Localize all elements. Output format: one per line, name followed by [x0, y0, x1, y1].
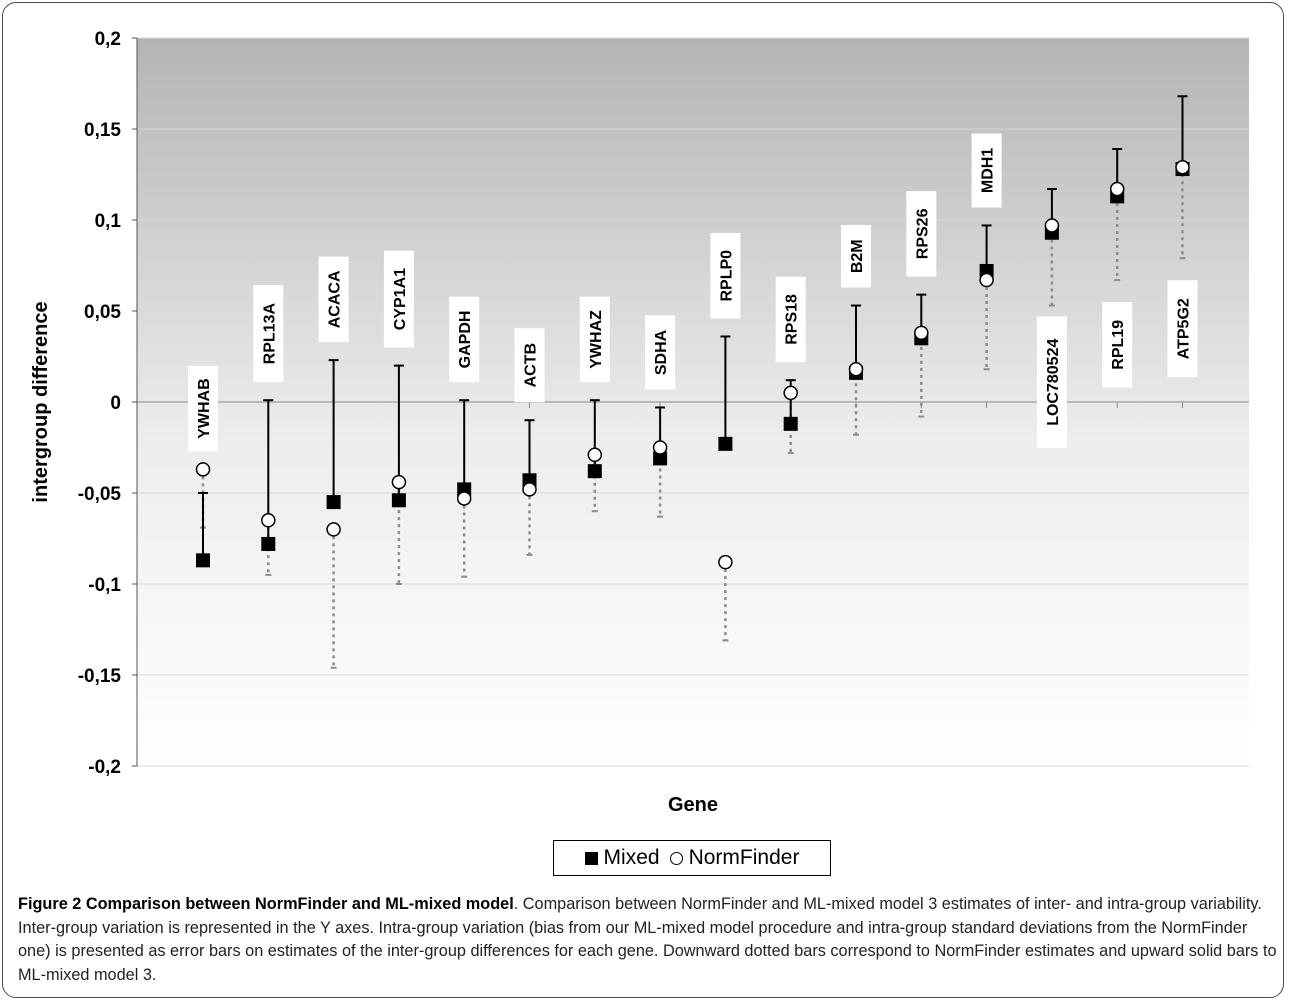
chart: -0,2 -0,15 -0,1 -0,05 0 0,05 0,1 0,15 0,2 YWHAB R… — [30, 29, 1249, 816]
y-tick-label: 0,1 — [95, 211, 122, 232]
gene-label-box — [775, 276, 806, 363]
y-tick-label: 0,05 — [84, 302, 121, 323]
gene-label-box — [188, 365, 218, 452]
normfinder-point — [326, 522, 341, 537]
gene-label: YWHAZ — [588, 310, 605, 369]
gene-label-box — [841, 225, 871, 288]
normfinder-point — [261, 513, 276, 528]
normfinder-point — [783, 385, 798, 401]
gene-label-box — [449, 296, 480, 383]
gene-label-box — [579, 296, 610, 383]
normfinder-point — [456, 491, 472, 506]
caption-text: . Comparison between NormFinder and ML-m… — [18, 895, 1277, 984]
mixed-point — [718, 436, 733, 451]
normfinder-point — [587, 447, 603, 463]
y-tick-label: -0,05 — [78, 484, 122, 505]
figure-caption: Figure 2 Comparison between NormFinder a… — [18, 893, 1280, 987]
legend-mixed-marker — [584, 851, 598, 865]
gene-label-box — [1036, 316, 1067, 448]
gene-label: SDHA — [653, 329, 670, 375]
gene-label-box — [971, 133, 1002, 208]
normfinder-point — [391, 474, 407, 490]
gene-label: ACTB — [523, 343, 540, 387]
legend-normfinder-marker — [669, 851, 683, 865]
mixed-point — [326, 495, 341, 510]
gene-label-box — [710, 232, 741, 319]
y-tick-label: -0,2 — [88, 757, 121, 778]
gene-label: LOC780524 — [1045, 339, 1062, 426]
legend: Mixed NormFinder — [553, 840, 831, 876]
data-markers — [195, 159, 1190, 570]
gene-label: CYP1A1 — [392, 268, 409, 330]
gene-labels: YWHAB RPL13A ACACA CYP1A1 GAPDH ACTB YWHAZ SDHA… — [188, 133, 1198, 452]
gene-label: RPL19 — [1110, 320, 1127, 370]
gene-label: B2M — [849, 239, 866, 273]
gene-label-box — [383, 250, 414, 348]
legend-mixed-label: Mixed — [603, 846, 660, 869]
gene-label: YWHAB — [196, 378, 213, 438]
x-axis-title: Gene — [668, 794, 718, 816]
gene-label: MDH1 — [980, 148, 997, 193]
normfinder-point — [848, 361, 864, 377]
mixed-point — [653, 451, 668, 466]
error-bars — [198, 95, 1188, 669]
gene-label-box — [514, 328, 545, 403]
gene-label-box — [645, 315, 676, 390]
y-tick-label: 0,15 — [84, 120, 121, 141]
mixed-point — [587, 464, 602, 479]
gene-label-box — [253, 285, 284, 383]
normfinder-point — [195, 462, 211, 477]
mixed-point — [261, 536, 276, 551]
normfinder-point — [522, 482, 537, 497]
normfinder-point — [718, 554, 733, 570]
gene-label-box — [906, 191, 937, 277]
y-tick-labels: -0,2 -0,15 -0,1 -0,05 0 0,05 0,1 0,15 0,2 — [78, 29, 122, 778]
normfinder-point — [652, 440, 668, 455]
gene-label: RPL13A — [261, 303, 278, 365]
gene-label-box — [318, 256, 349, 343]
legend-normfinder-label: NormFinder — [688, 846, 800, 869]
gene-label-box — [1167, 280, 1198, 378]
gridlines — [137, 37, 1249, 767]
caption-title: Figure 2 Comparison between NormFinder a… — [18, 895, 514, 913]
gene-label: RPS18 — [784, 294, 801, 345]
normfinder-point — [914, 325, 929, 341]
mixed-point — [196, 553, 210, 568]
gene-label: RPLP0 — [718, 250, 735, 302]
y-tick-label: -0,1 — [88, 575, 121, 596]
gene-label: RPS26 — [914, 208, 931, 259]
mixed-point — [783, 416, 798, 431]
mixed-point — [391, 493, 406, 508]
gene-label: GAPDH — [457, 311, 474, 369]
normfinder-point — [1175, 159, 1190, 175]
y-tick-label: -0,15 — [78, 666, 122, 687]
y-tick-label: 0 — [110, 393, 121, 414]
gene-label: ACACA — [327, 270, 344, 328]
normfinder-point — [1109, 181, 1125, 197]
gene-label: ATP5G2 — [1176, 298, 1193, 359]
y-tick-label: 0,2 — [95, 29, 121, 50]
normfinder-point — [1044, 218, 1060, 233]
normfinder-point — [979, 272, 994, 288]
y-axis-title: intergroup difference — [30, 301, 52, 502]
gene-label-box — [1102, 302, 1133, 388]
